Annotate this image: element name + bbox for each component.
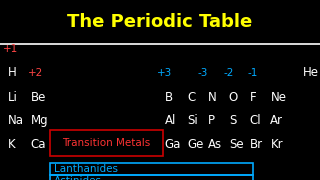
Text: S: S bbox=[229, 114, 236, 127]
Text: Na: Na bbox=[8, 114, 24, 127]
Text: Ca: Ca bbox=[30, 138, 46, 151]
Text: Lanthanides: Lanthanides bbox=[54, 164, 118, 174]
Text: K: K bbox=[8, 138, 16, 151]
Text: Ge: Ge bbox=[187, 138, 204, 151]
Text: Cl: Cl bbox=[250, 114, 261, 127]
Text: Si: Si bbox=[187, 114, 198, 127]
Text: Transition Metals: Transition Metals bbox=[62, 138, 150, 148]
Text: F: F bbox=[250, 91, 256, 104]
Text: Actinides: Actinides bbox=[54, 176, 102, 180]
Text: Ar: Ar bbox=[270, 114, 284, 127]
Text: B: B bbox=[165, 91, 173, 104]
Text: O: O bbox=[229, 91, 238, 104]
Text: Li: Li bbox=[8, 91, 18, 104]
Text: +2: +2 bbox=[28, 68, 44, 78]
Bar bbox=[50, 130, 163, 156]
Bar bbox=[50, 163, 253, 175]
Text: Al: Al bbox=[165, 114, 176, 127]
Text: Mg: Mg bbox=[30, 114, 48, 127]
Text: As: As bbox=[208, 138, 222, 151]
Text: He: He bbox=[302, 66, 318, 79]
Text: N: N bbox=[208, 91, 217, 104]
Text: -1: -1 bbox=[248, 68, 258, 78]
Text: Be: Be bbox=[30, 91, 46, 104]
Text: Kr: Kr bbox=[270, 138, 283, 151]
Text: -3: -3 bbox=[198, 68, 208, 78]
Text: H: H bbox=[8, 66, 17, 79]
Text: Br: Br bbox=[250, 138, 263, 151]
Text: Se: Se bbox=[229, 138, 244, 151]
Text: Ne: Ne bbox=[270, 91, 286, 104]
Text: +1: +1 bbox=[3, 44, 19, 54]
Text: The Periodic Table: The Periodic Table bbox=[68, 13, 252, 31]
Text: -2: -2 bbox=[224, 68, 234, 78]
Text: Ga: Ga bbox=[165, 138, 181, 151]
Text: C: C bbox=[187, 91, 196, 104]
Bar bbox=[50, 175, 253, 180]
Text: +3: +3 bbox=[157, 68, 172, 78]
Text: P: P bbox=[208, 114, 215, 127]
